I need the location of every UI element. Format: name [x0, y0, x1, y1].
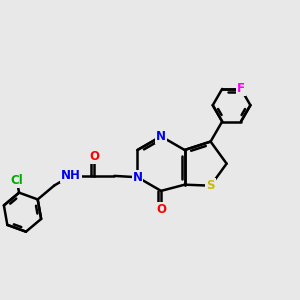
Text: Cl: Cl — [11, 174, 23, 187]
Text: F: F — [237, 82, 245, 95]
Text: O: O — [89, 150, 99, 163]
Text: N: N — [133, 171, 142, 184]
Text: S: S — [206, 179, 215, 192]
Text: NH: NH — [61, 169, 81, 182]
Text: N: N — [156, 130, 166, 143]
Text: O: O — [156, 203, 166, 216]
